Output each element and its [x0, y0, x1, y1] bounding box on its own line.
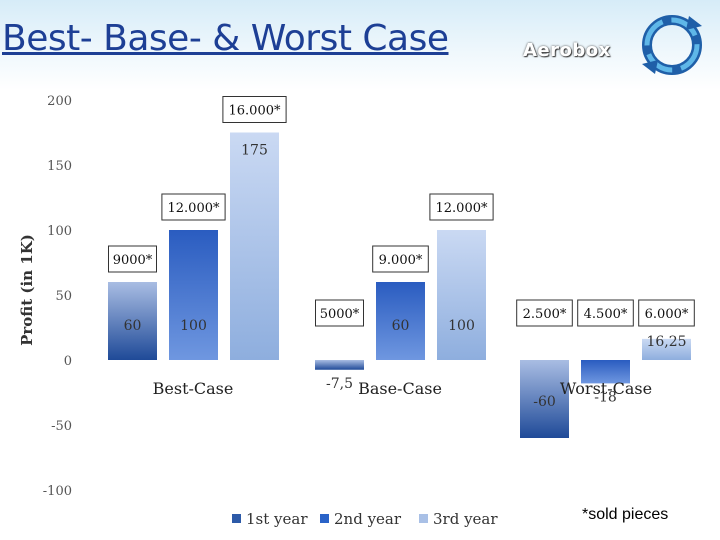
bar [437, 230, 486, 360]
data-label: 60 [124, 318, 142, 334]
sold-pieces-box [108, 245, 157, 273]
brand-wordmark: Aerobox [523, 40, 611, 61]
legend-label: 2nd year [334, 510, 402, 528]
bar [169, 230, 218, 360]
sold-pieces-label: 9.000* [379, 253, 423, 268]
sold-pieces-label: 5000* [320, 307, 360, 322]
legend-label: 1st year [246, 510, 308, 528]
sold-pieces-label: 6.000* [645, 307, 689, 322]
sold-pieces-label: 9000* [113, 253, 153, 268]
sold-pieces-box [638, 299, 695, 327]
data-label: -7,5 [326, 376, 353, 392]
sold-pieces-box [372, 245, 429, 273]
y-tick-label: 150 [47, 159, 72, 174]
y-tick-label: 0 [64, 354, 72, 369]
sold-pieces-label: 12.000* [436, 201, 488, 216]
header-band [0, 0, 720, 90]
y-axis-title: Profit (in 1K) [18, 234, 36, 346]
sold-pieces-label: 12.000* [168, 201, 220, 216]
bar [642, 338, 691, 360]
sold-pieces-box [315, 299, 364, 327]
sold-pieces-box [429, 193, 494, 221]
y-tick-label: 50 [55, 289, 72, 304]
sold-pieces-box [222, 96, 287, 123]
bar [376, 282, 425, 360]
bar [315, 360, 364, 370]
category-label: Best-Case [153, 379, 234, 398]
data-label: 60 [392, 318, 410, 334]
y-tick-label: -50 [51, 419, 72, 434]
data-label: -60 [533, 394, 556, 410]
category-label: Worst-Case [560, 379, 652, 398]
y-tick-label: -100 [43, 484, 72, 499]
legend-swatch [232, 514, 241, 523]
legend-swatch [320, 514, 329, 523]
data-label: 16,25 [646, 334, 686, 350]
data-label: 100 [448, 318, 475, 334]
category-label: Base-Case [358, 379, 442, 398]
data-label: -18 [594, 389, 617, 405]
bar [108, 282, 157, 360]
sold-pieces-label: 2.500* [523, 307, 567, 322]
data-label: 175 [241, 143, 268, 159]
cycle-arrows-icon [642, 15, 702, 75]
sold-pieces-label: 4.500* [584, 307, 628, 322]
bar [230, 132, 279, 360]
sold-pieces-box [577, 299, 634, 327]
sold-pieces-box [516, 299, 573, 327]
y-tick-label: 100 [47, 224, 72, 239]
y-tick-label: 200 [47, 94, 72, 109]
sold-pieces-box [161, 193, 226, 221]
legend-label: 3rd year [433, 510, 498, 528]
data-label: 100 [180, 318, 207, 334]
legend-swatch [419, 514, 428, 523]
bar [520, 360, 569, 438]
slide-title: Best- Base- & Worst Case [2, 18, 449, 59]
sold-pieces-label: 16.000* [229, 104, 281, 119]
bar [581, 360, 630, 384]
sold-pieces-note: *sold pieces [582, 506, 669, 523]
